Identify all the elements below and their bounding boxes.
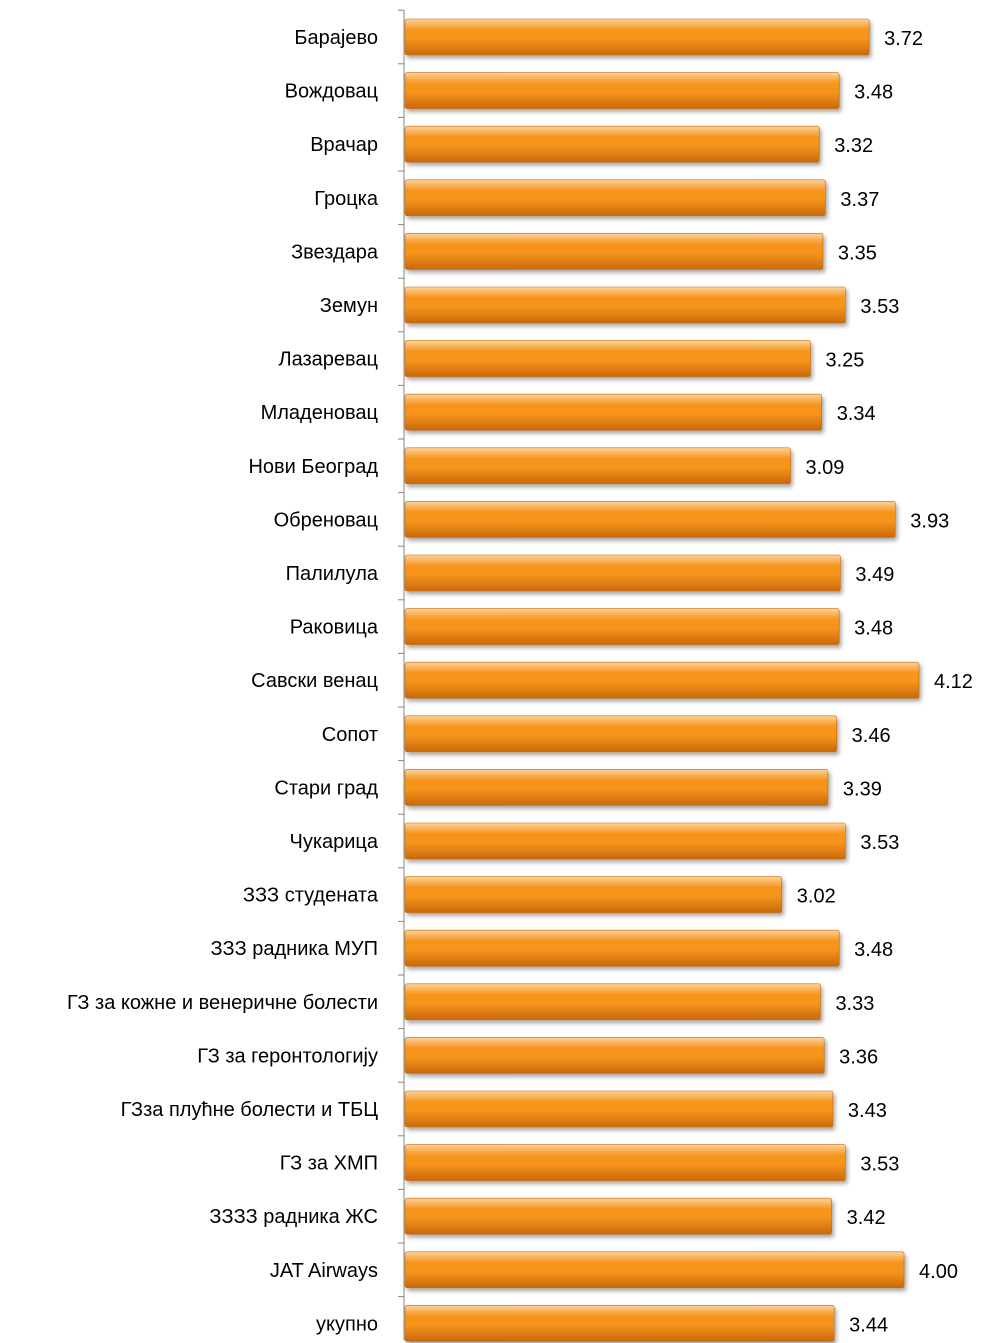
category-label-1: Вождовац [285,81,378,103]
category-label-2: Врачар [310,134,378,156]
bar-11 [404,608,840,645]
bar-8 [404,447,791,485]
bar-24 [404,1305,835,1342]
bar-5 [404,286,846,324]
bar-3 [404,179,826,217]
category-label-14: Стари град [274,777,378,799]
category-label-22: ЗЗЗЗ радника ЖС [209,1206,378,1228]
category-label-16: ЗЗЗ студената [243,885,379,907]
value-label-7: 3.34 [837,403,876,425]
category-label-5: Земун [320,295,378,317]
category-label-7: Младеновац [261,402,378,424]
category-label-3: Гроцка [314,188,379,210]
category-label-24: укупно [316,1313,378,1335]
bar-0 [404,18,870,56]
value-label-9: 3.93 [910,510,949,532]
bar-18 [404,983,821,1021]
value-label-20: 3.43 [848,1100,887,1122]
bar-22 [404,1197,832,1235]
value-label-2: 3.32 [834,135,873,157]
value-label-5: 3.53 [860,296,899,318]
value-label-3: 3.37 [840,189,879,211]
bar-23 [404,1251,905,1289]
category-label-23: JAT Airways [270,1260,378,1282]
bars-group [404,18,920,1342]
category-labels: Барајево Вождовац Врачар Гроцка Звездара Зему… [67,27,379,1335]
bar-6 [404,340,811,377]
value-label-12: 4.12 [934,671,973,693]
bar-12 [404,661,920,699]
value-label-10: 3.49 [855,564,894,586]
category-label-9: Обреновац [274,509,378,531]
category-label-18: ГЗ за кожне и венеричне болести [67,992,378,1014]
category-label-11: Раковица [290,617,379,639]
category-label-6: Лазаревац [278,349,378,371]
bar-17 [404,929,840,967]
category-label-21: ГЗ за ХМП [280,1153,378,1175]
value-label-15: 3.53 [860,832,899,854]
bar-19 [404,1037,825,1074]
bar-14 [404,769,829,806]
category-label-19: ГЗ за геронтологију [197,1045,378,1067]
bar-20 [404,1090,834,1128]
value-label-18: 3.33 [835,993,874,1015]
bar-2 [404,125,820,163]
value-label-14: 3.39 [843,778,882,800]
value-label-22: 3.42 [847,1207,886,1229]
bar-9 [404,501,896,538]
category-label-20: ГЗза плућне болести и ТБЦ [121,1099,379,1121]
category-label-12: Савски венац [251,670,378,692]
category-label-10: Палилула [286,563,379,585]
bar-15 [404,822,846,860]
value-label-1: 3.48 [854,82,893,104]
bar-1 [404,72,840,109]
bar-16 [404,876,783,913]
bar-10 [404,554,841,592]
value-label-21: 3.53 [860,1154,899,1176]
value-label-13: 3.46 [852,725,891,747]
bar-21 [404,1144,846,1181]
category-label-17: ЗЗЗ радника МУП [210,938,378,960]
value-label-8: 3.09 [806,457,845,479]
value-label-11: 3.48 [854,618,893,640]
value-labels: 3.72 3.48 3.32 3.37 3.35 3.53 3.25 3.34 3.09 3.93… [797,28,973,1336]
value-label-6: 3.25 [825,350,864,372]
bar-13 [404,715,837,753]
bar-7 [404,393,822,431]
category-label-13: Сопот [322,724,378,746]
category-label-15: Чукарица [289,831,378,853]
value-label-4: 3.35 [838,242,877,264]
category-label-0: Барајево [294,27,378,49]
value-label-19: 3.36 [839,1046,878,1068]
value-label-16: 3.02 [797,886,836,908]
axis-ticks [398,9,404,1298]
value-label-24: 3.44 [849,1314,888,1336]
bar-4 [404,233,824,270]
value-label-17: 3.48 [854,939,893,961]
value-label-23: 4.00 [919,1261,958,1283]
category-label-8: Нови Београд [248,456,378,478]
value-label-0: 3.72 [884,28,923,50]
category-label-4: Звездара [291,241,379,263]
